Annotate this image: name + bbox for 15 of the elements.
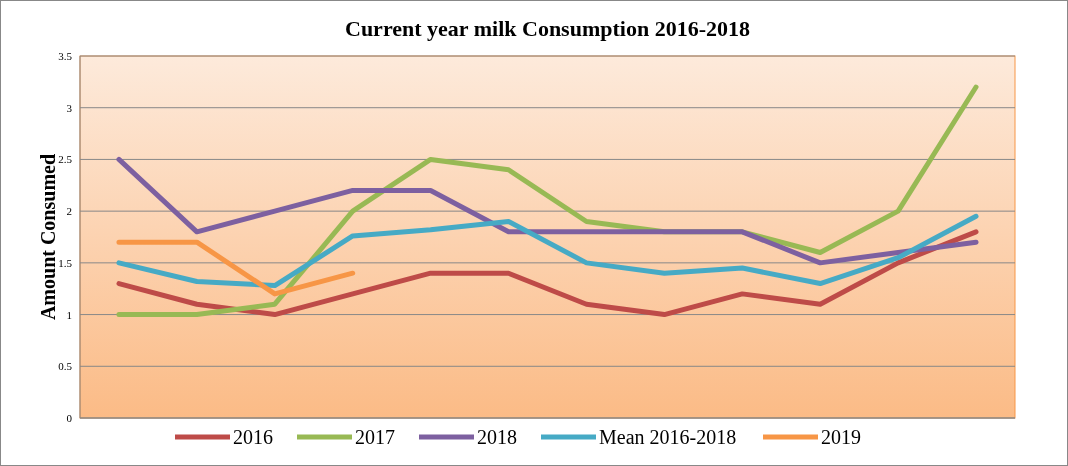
legend-label: 2019 (821, 426, 861, 448)
y-tick-label: 2 (66, 205, 72, 218)
y-tick-label: 3 (66, 101, 73, 114)
y-tick-label: 0.5 (58, 360, 73, 373)
y-tick-label: 2.5 (58, 153, 73, 166)
legend-label: Mean 2016-2018 (599, 426, 737, 448)
legend-label: 2018 (477, 426, 517, 448)
y-tick-label: 1.5 (58, 256, 73, 269)
y-tick-label: 1 (66, 308, 72, 321)
y-axis-title: Amount Consumed (37, 153, 59, 321)
y-tick-label: 3.5 (58, 50, 73, 62)
legend-label: 2016 (233, 426, 273, 448)
y-tick-label: 0 (66, 412, 73, 424)
chart-title: Current year milk Consumption 2016-2018 (345, 16, 750, 41)
legend-label: 2017 (355, 426, 395, 448)
